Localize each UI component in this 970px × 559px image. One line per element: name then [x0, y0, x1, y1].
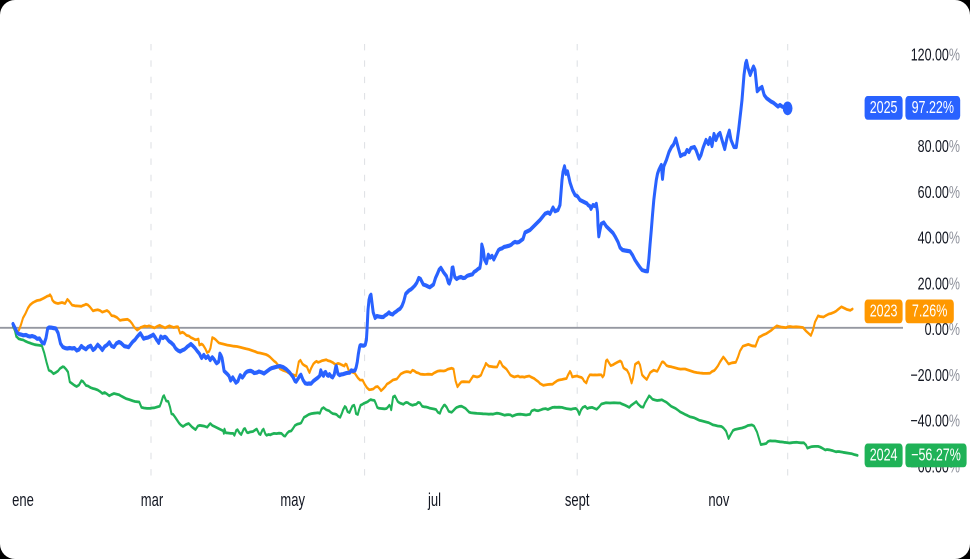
svg-text:2024: 2024 [870, 446, 898, 466]
svg-text:−20.00%: −20.00% [910, 365, 960, 385]
svg-text:−56.27%: −56.27% [911, 446, 961, 466]
svg-text:120.00%: 120.00% [911, 45, 960, 65]
svg-text:7.26%: 7.26% [912, 302, 947, 322]
svg-text:40.00%: 40.00% [918, 228, 960, 248]
svg-text:jul: jul [427, 491, 441, 511]
svg-text:80.00%: 80.00% [918, 137, 960, 157]
svg-text:may: may [280, 491, 305, 511]
svg-text:mar: mar [141, 491, 163, 511]
svg-text:sept: sept [565, 491, 590, 511]
svg-text:−40.00%: −40.00% [910, 411, 960, 431]
svg-text:2023: 2023 [870, 302, 898, 322]
svg-text:ene: ene [12, 491, 34, 511]
svg-text:0.00%: 0.00% [925, 320, 960, 340]
svg-text:2025: 2025 [870, 98, 898, 118]
svg-text:20.00%: 20.00% [918, 274, 960, 294]
svg-text:60.00%: 60.00% [918, 182, 960, 202]
svg-text:nov: nov [708, 491, 729, 511]
svg-text:97.22%: 97.22% [912, 98, 954, 118]
